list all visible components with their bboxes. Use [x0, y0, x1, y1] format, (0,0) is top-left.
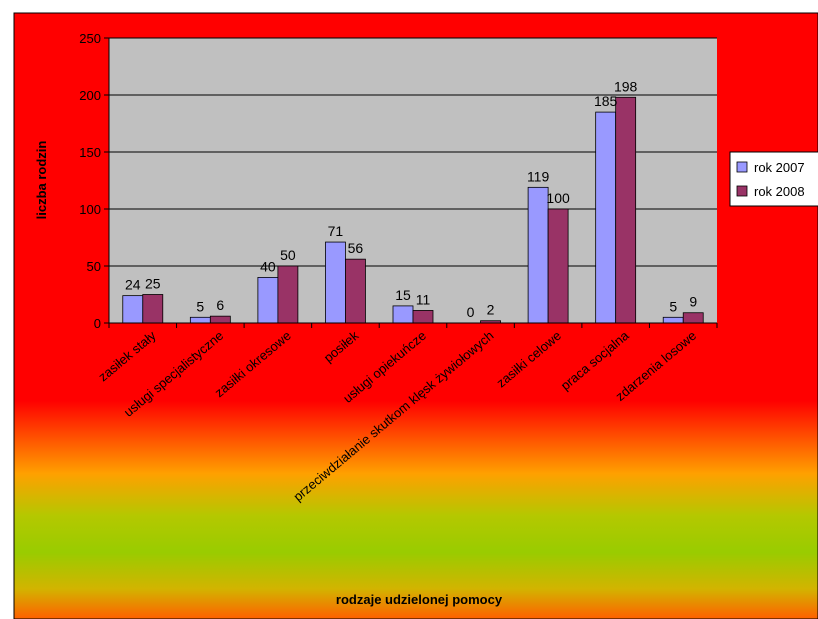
- bar-rok-2008: [547, 208, 569, 324]
- bar-rok-2007: [257, 276, 279, 324]
- data-label: 9: [689, 294, 697, 310]
- y-tick-label: 50: [87, 259, 101, 274]
- legend-swatch-2007: [736, 161, 748, 173]
- legend-box: [729, 151, 818, 207]
- data-label: 198: [614, 78, 638, 94]
- bar-rok-2007: [662, 316, 684, 324]
- y-axis-ticks: 0 50 100 150 200 250: [79, 31, 109, 331]
- data-label: 40: [260, 258, 276, 274]
- data-label: 25: [145, 276, 161, 292]
- bar-rok-2008: [142, 294, 164, 324]
- data-label: 100: [546, 190, 570, 206]
- legend-label-2007: rok 2007: [754, 160, 805, 175]
- legend: rok 2007 rok 2008: [729, 151, 818, 207]
- y-tick-label: 200: [79, 88, 101, 103]
- y-tick-label: 100: [79, 202, 101, 217]
- bar-rok-2007: [595, 111, 617, 324]
- data-label: 119: [527, 168, 550, 184]
- data-label: 6: [216, 297, 224, 313]
- data-label: 0: [467, 304, 475, 320]
- bar-rok-2008: [412, 310, 434, 324]
- bar-rok-2008: [209, 315, 231, 324]
- y-tick-label: 250: [79, 31, 101, 46]
- y-tick-label: 0: [94, 316, 101, 331]
- bar-rok-2008: [277, 265, 299, 324]
- legend-swatch-2008: [736, 185, 748, 197]
- bar-rok-2008: [615, 96, 637, 324]
- data-label: 50: [280, 247, 296, 263]
- data-label: 71: [328, 223, 344, 239]
- bar-rok-2007: [189, 316, 211, 324]
- bar-rok-2007: [527, 186, 549, 324]
- legend-label-2008: rok 2008: [754, 184, 805, 199]
- bar-rok-2008: [682, 312, 704, 324]
- bars: [122, 96, 704, 324]
- bar-rok-2007: [325, 241, 346, 324]
- data-label: 185: [594, 93, 618, 109]
- bar-rok-2007: [392, 305, 414, 324]
- y-tick-label: 150: [79, 145, 101, 160]
- data-label: 56: [348, 240, 364, 256]
- x-axis-title: rodzaje udzielonej pomocy: [336, 592, 503, 607]
- data-label: 5: [669, 298, 677, 314]
- bar-rok-2008: [345, 258, 366, 324]
- data-label: 5: [196, 298, 204, 314]
- y-axis-title: liczba rodzin: [34, 141, 49, 220]
- data-label: 11: [416, 291, 431, 307]
- data-label: 2: [487, 302, 495, 318]
- bar-rok-2007: [122, 295, 144, 324]
- data-label: 24: [125, 277, 141, 293]
- data-label: 15: [395, 287, 411, 303]
